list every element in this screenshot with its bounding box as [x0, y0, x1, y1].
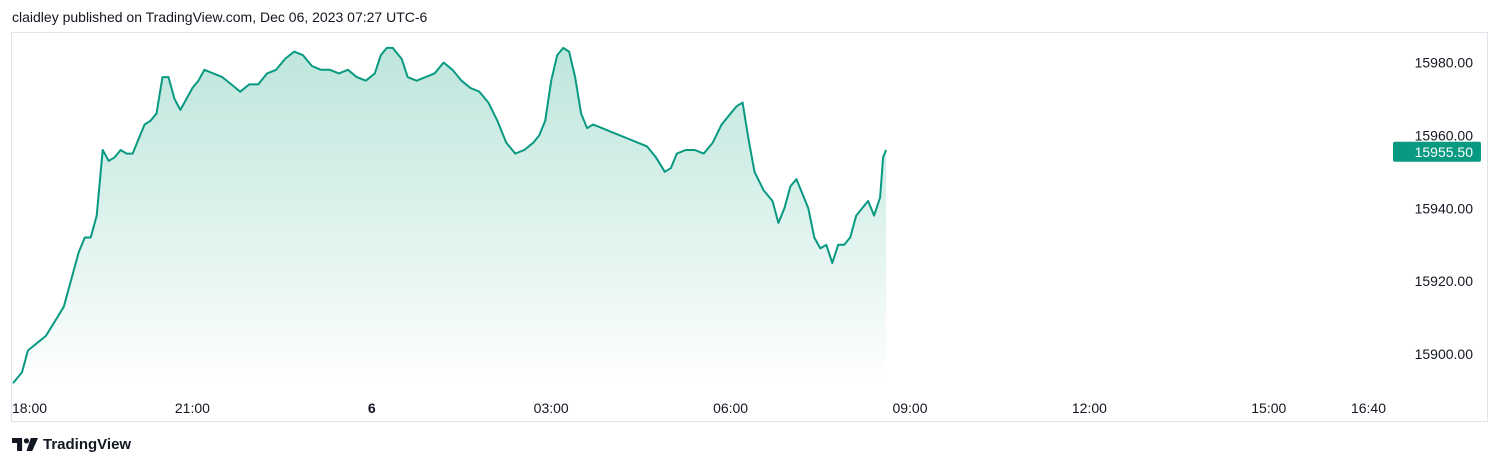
x-tick-label: 09:00 [892, 400, 927, 416]
x-tick-label: 18:00 [12, 400, 47, 416]
y-tick-label: 15920.00 [1415, 273, 1474, 289]
x-tick-label: 15:00 [1251, 400, 1286, 416]
chart-frame [11, 32, 1488, 422]
published-caption: claidley published on TradingView.com, D… [12, 9, 428, 25]
x-tick-label: 03:00 [534, 400, 569, 416]
tradingview-logo-icon [12, 438, 38, 451]
x-tick-label: 16:40 [1351, 400, 1386, 416]
price-area-fill [13, 47, 887, 384]
tradingview-brand[interactable]: TradingView [12, 436, 131, 453]
last-price-badge [1393, 141, 1481, 162]
y-tick-label: 15960.00 [1415, 127, 1474, 143]
y-tick-label: 15900.00 [1415, 346, 1474, 362]
x-tick-label: 12:00 [1072, 400, 1107, 416]
brand-label: TradingView [43, 436, 132, 453]
price-line [12, 46, 888, 384]
x-tick-label: 6 [368, 400, 376, 416]
y-tick-label: 15940.00 [1415, 200, 1474, 216]
last-price-label: 15955.50 [1415, 144, 1474, 160]
x-tick-label: 21:00 [175, 400, 210, 416]
y-tick-label: 15980.00 [1415, 55, 1474, 71]
x-tick-label: 06:00 [713, 400, 748, 416]
